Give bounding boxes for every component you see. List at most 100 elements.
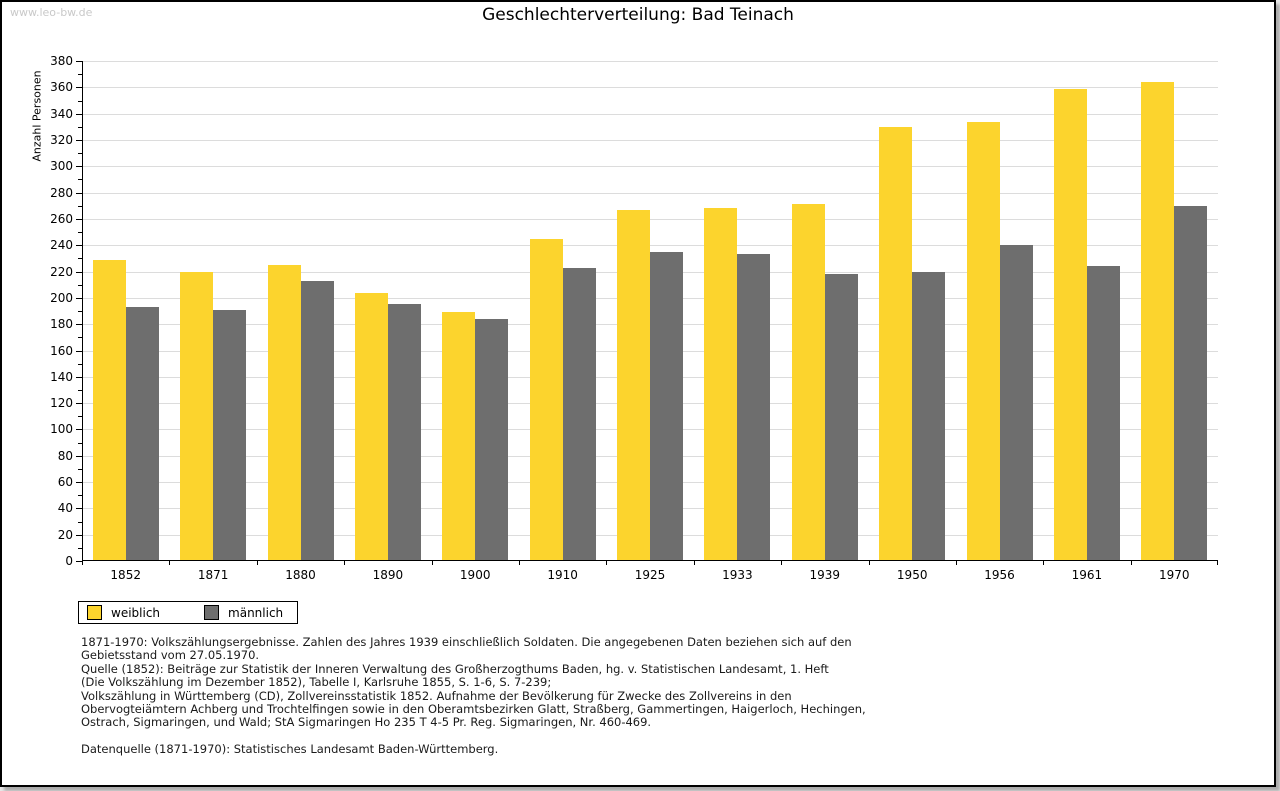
bar-männlich <box>387 304 421 561</box>
y-major-tick <box>76 245 82 247</box>
y-minor-tick <box>78 284 82 286</box>
y-major-tick <box>76 324 82 326</box>
bar-weiblich <box>354 292 388 561</box>
y-minor-tick <box>78 442 82 444</box>
bar-männlich <box>650 251 683 561</box>
x-tick-label: 1950 <box>896 568 928 582</box>
y-major-tick <box>76 192 82 194</box>
x-boundary-tick <box>606 561 608 565</box>
bar-weiblich <box>529 238 563 561</box>
bar-weiblich <box>617 209 650 561</box>
x-boundary-tick <box>1217 561 1218 565</box>
footnote-line: Volkszählung in Württemberg (CD), Zollve… <box>81 688 792 703</box>
bar-männlich <box>213 309 247 561</box>
y-tick-label: 60 <box>57 475 73 490</box>
y-minor-tick <box>78 153 82 155</box>
bar-männlich <box>912 271 946 561</box>
bar-männlich <box>125 307 159 561</box>
y-tick-label: 120 <box>50 396 73 411</box>
y-minor-tick <box>78 547 82 549</box>
y-tick-label: 340 <box>50 106 73 121</box>
x-boundary-tick <box>518 561 520 565</box>
y-minor-tick <box>78 468 82 470</box>
bar-weiblich <box>180 271 214 561</box>
x-tick-label: 1880 <box>285 568 316 582</box>
bar-männlich <box>562 267 596 561</box>
legend-swatch-männlich <box>204 605 220 620</box>
y-tick-label: 160 <box>50 343 73 358</box>
x-boundary-tick <box>955 561 957 565</box>
bar-weiblich <box>92 259 126 561</box>
legend-item-männlich: männlich <box>204 605 283 620</box>
x-tick-label: 1956 <box>984 568 1015 582</box>
grid-line <box>82 139 1218 141</box>
x-tick-label: 1900 <box>459 568 491 582</box>
y-major-tick <box>76 455 82 457</box>
y-major-tick <box>76 403 82 405</box>
y-minor-tick <box>78 311 82 312</box>
y-major-tick <box>76 218 82 220</box>
bar-weiblich <box>879 126 913 561</box>
x-boundary-tick <box>781 561 783 565</box>
y-minor-tick <box>78 337 82 339</box>
x-boundary-tick <box>868 561 870 565</box>
y-tick-label: 240 <box>50 238 73 253</box>
y-minor-tick <box>78 389 82 391</box>
bar-männlich <box>1174 205 1208 561</box>
y-tick-label: 320 <box>50 132 73 147</box>
bar-männlich <box>824 274 858 561</box>
footnote-line: (Die Volkszählung im Dezember 1852), Tab… <box>81 675 552 690</box>
bar-weiblich <box>966 121 1000 561</box>
y-tick-label: 300 <box>50 159 73 174</box>
y-major-tick <box>76 297 82 299</box>
bar-weiblich <box>1141 82 1175 561</box>
y-major-tick <box>76 166 82 168</box>
y-tick-label: 40 <box>57 501 73 516</box>
y-major-tick <box>76 429 82 431</box>
bar-männlich <box>999 245 1033 561</box>
y-minor-tick <box>78 126 82 128</box>
watermark: www.leo-bw.de <box>10 6 93 19</box>
y-minor-tick <box>78 205 82 207</box>
x-boundary-tick <box>693 561 695 565</box>
bar-männlich <box>1086 266 1120 561</box>
y-minor-tick <box>78 495 82 497</box>
y-minor-tick <box>78 100 82 102</box>
y-tick-label: 380 <box>50 54 73 68</box>
grid-line <box>82 245 1218 247</box>
x-boundary-tick <box>82 561 83 565</box>
x-boundary-tick <box>169 561 171 565</box>
y-minor-tick <box>78 232 82 234</box>
bar-männlich <box>475 318 509 561</box>
bar-weiblich <box>1053 88 1087 561</box>
footnote-line: Quelle (1852): Beiträge zur Statistik de… <box>81 661 829 676</box>
chart-title: Geschlechterverteilung: Bad Teinach <box>482 5 794 25</box>
y-tick-label: 220 <box>50 264 73 279</box>
y-major-tick <box>76 87 82 89</box>
x-tick-label: 1890 <box>372 568 404 582</box>
data-source: Datenquelle (1871-1970): Statistisches L… <box>81 742 499 756</box>
y-tick-label: 200 <box>50 290 73 305</box>
y-tick-label: 140 <box>50 369 73 384</box>
grid-line <box>82 87 1218 89</box>
bar-männlich <box>300 280 334 561</box>
bar-weiblich <box>791 204 825 561</box>
y-minor-tick <box>78 74 82 76</box>
footnotes: 1871-1970: Volkszählungsergebnisse. Zahl… <box>81 635 1221 730</box>
y-tick-label: 260 <box>50 211 73 226</box>
x-axis-line <box>82 560 1218 561</box>
y-axis-line <box>82 61 83 561</box>
y-major-tick <box>76 376 82 378</box>
footnote-line: Gebietsstand vom 27.05.1970. <box>81 648 260 663</box>
y-tick-label: 360 <box>50 80 73 95</box>
x-tick-label: 1961 <box>1071 568 1103 582</box>
bar-weiblich <box>267 264 301 561</box>
y-major-tick <box>76 561 82 562</box>
grid-line <box>82 166 1218 168</box>
y-minor-tick <box>78 416 82 418</box>
legend: weiblich männlich <box>78 601 299 624</box>
grid-line <box>82 113 1218 115</box>
x-tick-label: 1933 <box>722 568 753 582</box>
x-boundary-tick <box>1043 561 1045 565</box>
